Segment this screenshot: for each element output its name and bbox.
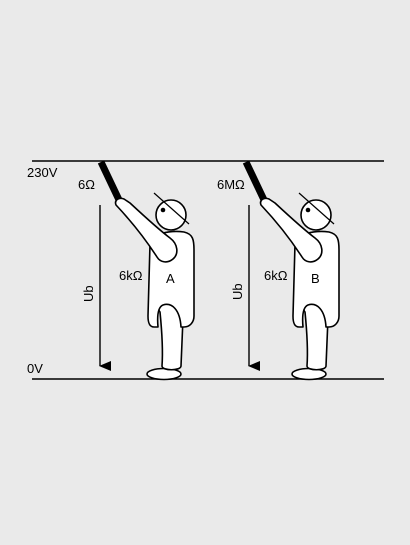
head-b [300,199,332,231]
arm-b [259,197,323,263]
person-a-group: 6Ω Ub 6kΩ A [78,160,195,381]
tool-resistance-a: 6Ω [78,177,95,192]
body-resistance-a: 6kΩ [119,268,143,283]
tool-rod-b [242,160,269,204]
head-a [155,199,187,231]
voltage-arrow-label-b: Ub [230,283,245,300]
voltage-label-0v: 0V [27,361,43,376]
person-letter-b: B [311,271,320,286]
voltage-arrow-label-a: Ub [81,285,96,302]
arm-a [114,197,178,263]
voltage-label-230v: 230V [27,165,58,180]
eye-b [305,207,311,213]
tool-rod-a [97,160,124,204]
person-b-group: 6MΩ Ub 6kΩ B [217,160,340,381]
visor-line-a [153,192,190,225]
eye-a [160,207,166,213]
visor-line-b [298,192,335,225]
tool-resistance-b: 6MΩ [217,177,245,192]
body-resistance-b: 6kΩ [264,268,288,283]
person-letter-a: A [166,271,175,286]
